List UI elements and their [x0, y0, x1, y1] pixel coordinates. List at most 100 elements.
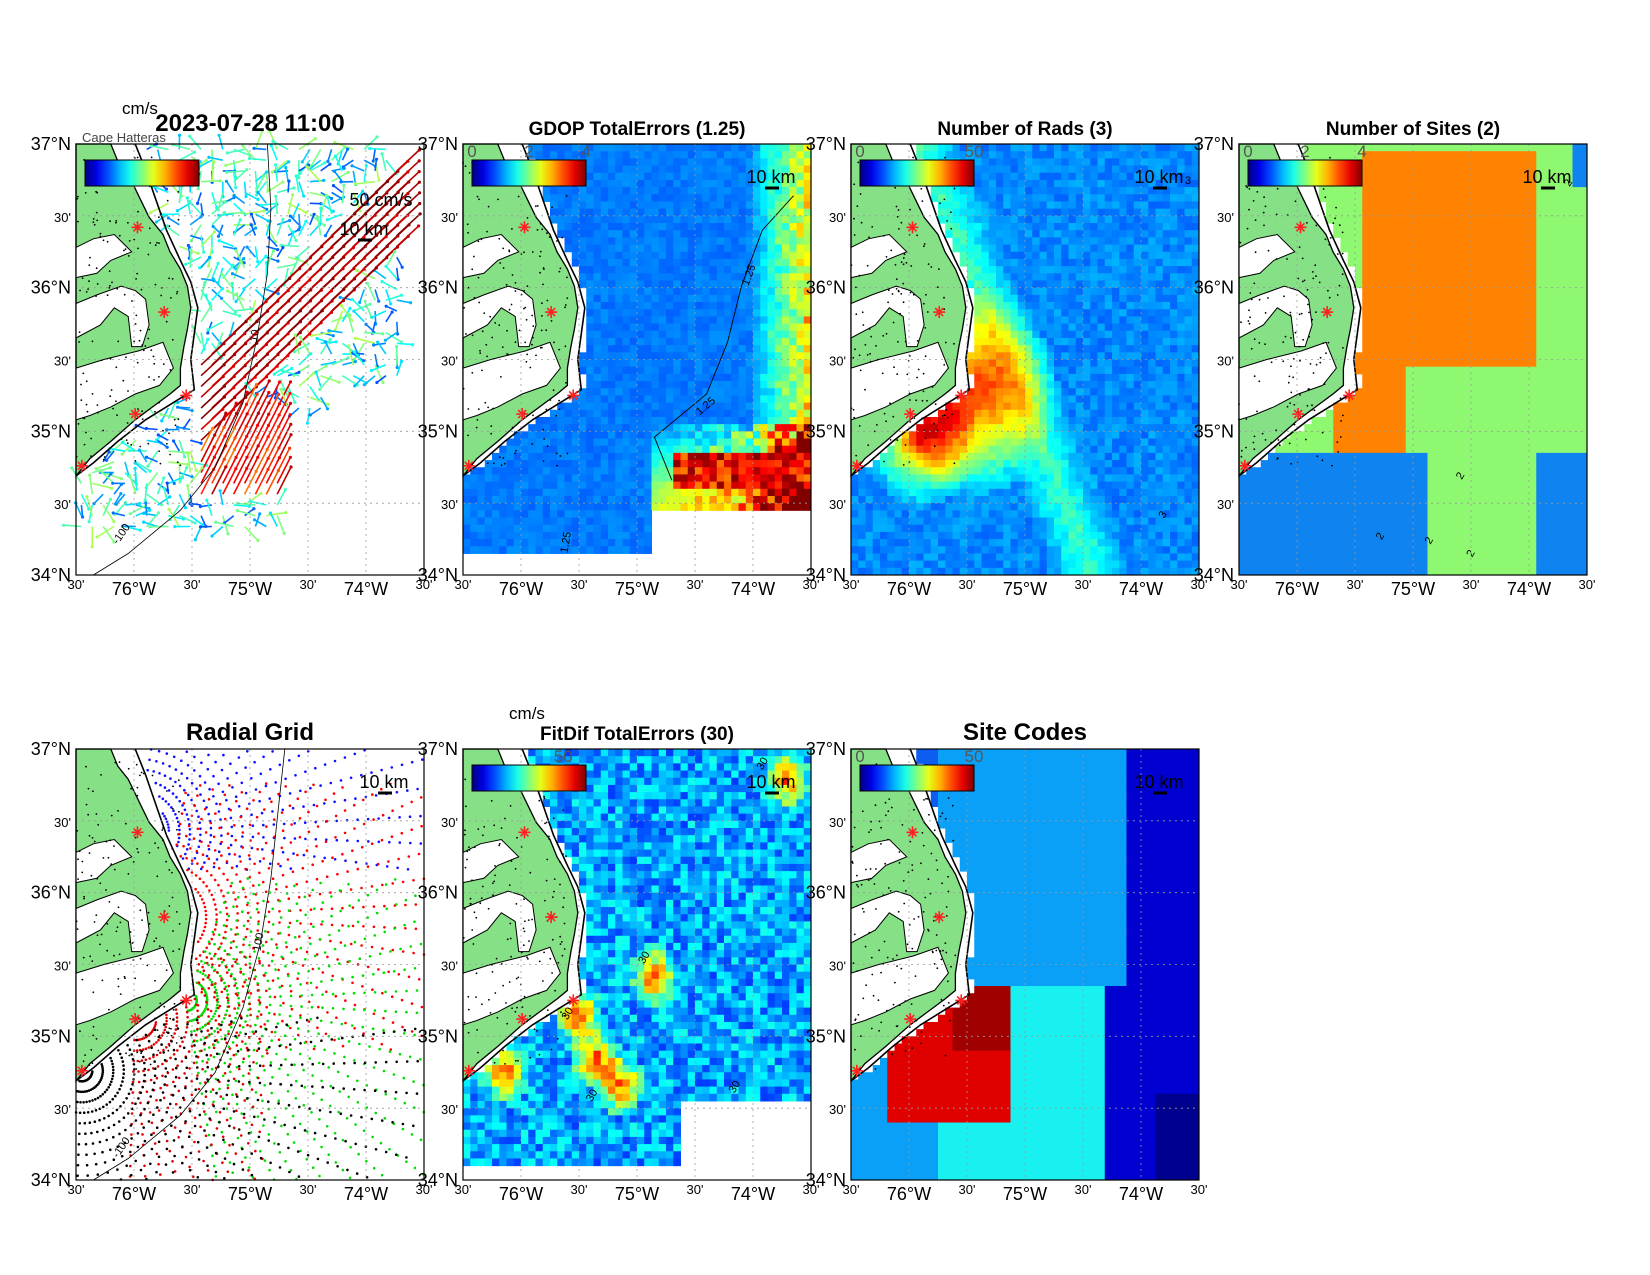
heatmap-cell: [988, 144, 997, 152]
coast-speckle: [479, 352, 482, 354]
heatmap-cell: [608, 144, 616, 152]
coast-speckle: [96, 219, 99, 222]
heatmap-cell: [1046, 208, 1055, 217]
current-arrow-head: [245, 245, 249, 249]
heatmap-cell: [782, 294, 790, 303]
current-arrow: [99, 470, 115, 484]
coast-speckle: [168, 277, 171, 280]
heatmap-cell: [1032, 287, 1040, 296]
heatmap-cell: [666, 416, 674, 425]
heatmap-cell: [687, 381, 696, 389]
heatmap-cell: [1177, 316, 1185, 325]
heatmap-cell: [608, 395, 616, 404]
heatmap-cell: [666, 481, 674, 490]
heatmap-cell: [658, 316, 667, 325]
heatmap-cell: [767, 165, 776, 174]
current-arrow: [219, 490, 224, 506]
heatmap-cell: [753, 416, 761, 425]
heatmap-cell: [1032, 366, 1040, 375]
heatmap-cell: [1003, 230, 1011, 238]
lon-tick-label: 75°W: [615, 579, 659, 599]
current-arrow: [244, 210, 265, 215]
heatmap-cell: [492, 546, 500, 554]
heatmap-cell: [1046, 273, 1055, 281]
heatmap-cell: [629, 187, 638, 195]
heatmap-cell: [1162, 330, 1171, 339]
heatmap-cell: [709, 503, 718, 511]
heatmap-cell: [716, 474, 725, 483]
heatmap-cell: [1162, 345, 1171, 353]
heatmap-cell: [1039, 352, 1048, 360]
heatmap-cell: [1162, 287, 1171, 296]
current-arrow: [396, 342, 413, 346]
heatmap-cell: [782, 373, 790, 382]
heatmap-cell: [988, 337, 997, 346]
coast-speckle: [153, 379, 155, 381]
coast-speckle: [492, 407, 494, 410]
current-arrow-head: [383, 338, 387, 342]
heatmap-cell: [680, 395, 689, 404]
heatmap-cell: [600, 316, 609, 325]
coast-speckle: [148, 227, 151, 230]
heatmap-cell: [1083, 345, 1091, 353]
heatmap-cell: [988, 381, 997, 389]
heatmap-cell: [1003, 258, 1011, 267]
current-arrow: [150, 145, 169, 151]
heatmap-cell: [988, 179, 997, 188]
coast-speckle: [558, 270, 561, 273]
heatmap-cell: [702, 237, 710, 246]
current-arrow-head: [333, 154, 337, 158]
current-arrow-head: [341, 267, 345, 271]
current-arrow-head: [120, 452, 124, 456]
heatmap-cell: [803, 280, 812, 289]
heatmap-cell: [557, 230, 565, 238]
heatmap-cell: [1039, 395, 1048, 404]
current-arrow: [266, 392, 278, 398]
heatmap-cell: [499, 531, 507, 540]
heatmap-cell: [716, 158, 725, 167]
heatmap-cell: [996, 151, 1004, 159]
heatmap-cell: [967, 208, 975, 217]
heatmap-cell: [695, 223, 703, 231]
heatmap-cell: [1126, 158, 1135, 167]
heatmap-cell: [622, 366, 631, 375]
current-arrow-head: [407, 223, 411, 227]
current-arrow-head: [244, 424, 248, 428]
current-arrow-head: [314, 370, 318, 374]
current-arrow: [235, 250, 246, 269]
coast-speckle: [564, 306, 566, 309]
heatmap-cell: [774, 251, 783, 260]
current-arrow-head: [176, 405, 180, 409]
current-arrow-head: [198, 266, 202, 270]
current-arrow-head: [111, 511, 115, 515]
current-arrow-head: [256, 260, 260, 264]
heatmap-cell: [499, 445, 507, 454]
heatmap-cell: [1017, 165, 1026, 174]
heatmap-cell: [1017, 230, 1026, 238]
heatmap-cell: [1039, 158, 1048, 167]
heatmap-cell: [1126, 352, 1135, 360]
heatmap-cell: [629, 402, 638, 411]
coast-speckle: [141, 418, 144, 420]
current-arrow-head: [297, 176, 301, 180]
current-arrow: [172, 143, 191, 151]
heatmap-cell: [564, 488, 573, 497]
heatmap-cell: [789, 359, 797, 368]
heatmap-cell: [492, 467, 500, 475]
heatmap-cell: [666, 230, 674, 238]
current-arrow-head: [277, 402, 282, 406]
heatmap-cell: [967, 251, 975, 260]
heatmap-cell: [702, 287, 710, 296]
heatmap-cell: [1148, 388, 1156, 396]
current-arrow-head: [264, 375, 269, 379]
heatmap-cell: [1112, 258, 1120, 267]
heatmap-cell: [622, 431, 631, 440]
heatmap-cell: [1090, 244, 1098, 253]
heatmap-cell: [716, 337, 725, 346]
heatmap-cell: [506, 438, 515, 447]
coast-speckle: [565, 195, 568, 197]
coast-speckle: [479, 349, 481, 352]
coast-speckle: [558, 399, 560, 402]
heatmap-cell: [658, 309, 667, 317]
